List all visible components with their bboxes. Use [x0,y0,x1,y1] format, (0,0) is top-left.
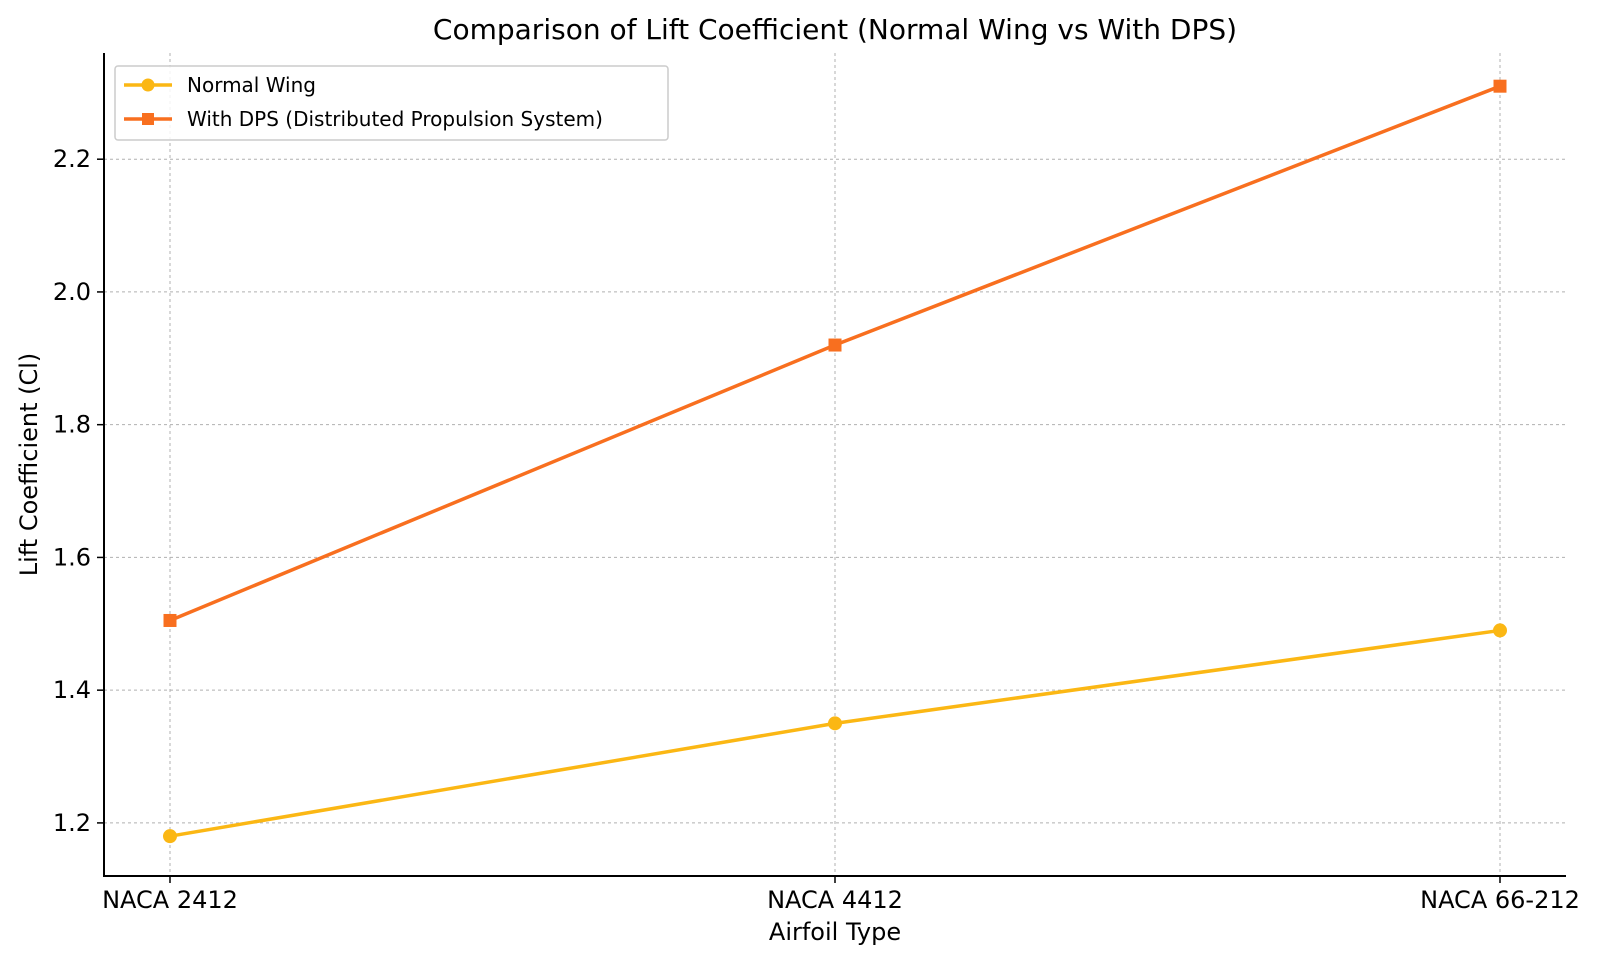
y-axis-label: Lift Coefficient (Cl) [15,353,43,577]
series-2 [163,79,1507,627]
legend-label: With DPS (Distributed Propulsion System) [187,107,603,131]
series-1 [163,623,1507,844]
data-point-circle [1493,623,1507,638]
x-tick-label: NACA 66-212 [1420,886,1580,914]
y-tick-label: 1.4 [53,676,91,704]
legend-label: Normal Wing [187,73,316,97]
legend-box [114,65,669,141]
data-point-square [1493,79,1507,93]
tick-labels: 1.2 1.4 1.6 1.8 2.0 2.2 NACA 2412 NACA 4412 NACA… [53,145,1580,914]
legend-entry: Normal Wing [124,73,316,97]
y-tick-label: 1.2 [53,809,91,837]
legend-marker-square [142,113,154,125]
y-tick-label: 2.2 [53,145,91,173]
data-point-circle [163,829,177,844]
grid [104,53,1566,876]
x-axis-label: Airfoil Type [769,918,901,946]
series-group [163,79,1507,844]
axes-spines [103,53,1566,877]
legend: Normal Wing With DPS (Distributed Propuls… [114,65,669,141]
chart-title: Comparison of Lift Coefficient (Normal W… [433,13,1237,46]
y-tick-label: 2.0 [53,278,91,306]
data-point-square [163,613,177,627]
legend-marker-circle [141,78,155,92]
x-tick-label: NACA 4412 [767,886,903,914]
legend-entry: With DPS (Distributed Propulsion System) [124,107,603,131]
y-tick-label: 1.6 [53,543,91,571]
data-point-circle [828,716,842,731]
data-point-square [828,338,842,352]
x-tick-label: NACA 2412 [102,886,238,914]
y-tick-label: 1.8 [53,411,91,439]
